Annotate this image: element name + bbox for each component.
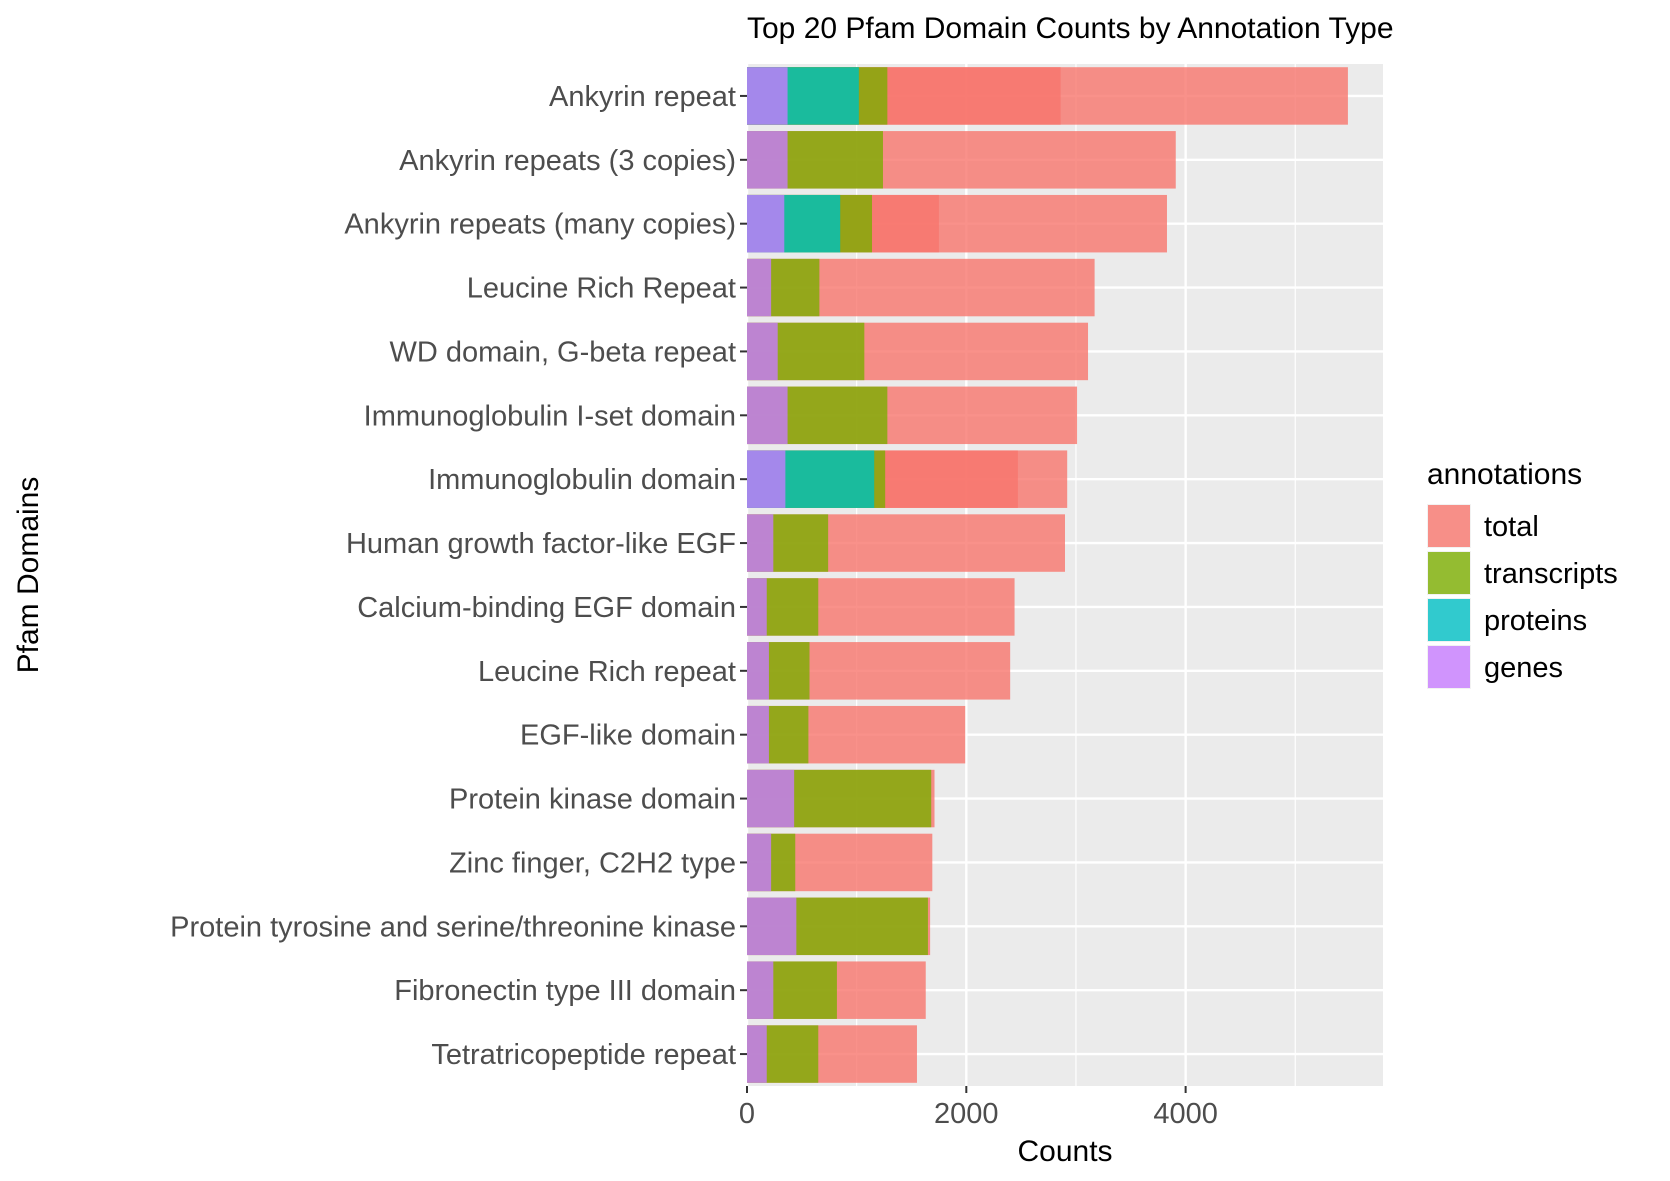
bar-genes bbox=[747, 578, 767, 636]
legend-label-transcripts: transcripts bbox=[1484, 558, 1618, 590]
y-tick-label: Human growth factor-like EGF bbox=[346, 528, 736, 560]
x-axis-title: Counts bbox=[1017, 1135, 1112, 1168]
legend-key-transcripts bbox=[1428, 552, 1470, 594]
bars-layer bbox=[747, 67, 1348, 1083]
y-tick-label: Protein kinase domain bbox=[449, 784, 736, 816]
y-tick-label: Ankyrin repeat bbox=[549, 81, 736, 113]
x-tick-label: 2000 bbox=[934, 1098, 999, 1130]
y-tick-label: Tetratricopeptide repeat bbox=[431, 1039, 736, 1071]
y-tick-label: Leucine Rich Repeat bbox=[467, 273, 736, 305]
bar-genes bbox=[747, 961, 774, 1019]
y-tick-label: Protein tyrosine and serine/threonine ki… bbox=[170, 911, 736, 943]
bar-genes bbox=[747, 258, 772, 317]
legend-label-genes: genes bbox=[1484, 652, 1563, 684]
legend-label-proteins: proteins bbox=[1484, 605, 1587, 637]
bar-genes bbox=[747, 322, 778, 381]
y-tick-label: EGF-like domain bbox=[520, 720, 736, 752]
y-tick-label: WD domain, G-beta repeat bbox=[389, 336, 736, 368]
bar-genes bbox=[747, 386, 788, 445]
y-tick-label: Ankyrin repeats (3 copies) bbox=[399, 145, 736, 177]
legend-key-total bbox=[1428, 505, 1470, 547]
bar-genes bbox=[747, 131, 788, 189]
bar-genes bbox=[747, 642, 769, 700]
y-tick-label: Leucine Rich repeat bbox=[478, 656, 736, 688]
bar-genes bbox=[747, 705, 769, 764]
legend-key-genes bbox=[1428, 646, 1470, 688]
bar-genes bbox=[747, 769, 795, 828]
legend: annotations total transcripts proteins gene… bbox=[1427, 458, 1618, 689]
x-tick-label: 4000 bbox=[1153, 1098, 1218, 1130]
bar-genes bbox=[747, 450, 786, 508]
chart-title: Top 20 Pfam Domain Counts by Annotation … bbox=[747, 12, 1394, 45]
x-axis: 0 2000 4000 bbox=[739, 1086, 1218, 1130]
y-tick-label: Ankyrin repeats (many copies) bbox=[344, 209, 736, 241]
y-tick-label: Zinc finger, C2H2 type bbox=[449, 847, 736, 879]
legend-label-total: total bbox=[1484, 511, 1539, 543]
legend-title: annotations bbox=[1427, 458, 1582, 491]
y-tick-label: Fibronectin type III domain bbox=[394, 975, 736, 1007]
x-tick-label: 0 bbox=[739, 1098, 755, 1130]
bar-genes bbox=[747, 67, 788, 125]
y-tick-label: Immunoglobulin domain bbox=[428, 464, 736, 496]
y-tick-label: Calcium-binding EGF domain bbox=[357, 592, 736, 624]
bar-genes bbox=[747, 514, 774, 572]
bar-genes bbox=[747, 897, 797, 956]
y-axis-title: Pfam Domains bbox=[12, 477, 45, 674]
bar-genes bbox=[747, 194, 785, 253]
y-axis: Ankyrin repeat Ankyrin repeats (3 copies)… bbox=[170, 81, 747, 1071]
bar-genes bbox=[747, 1025, 767, 1083]
y-tick-label: Immunoglobulin I-set domain bbox=[364, 400, 736, 432]
legend-key-proteins bbox=[1428, 599, 1470, 641]
bar-genes bbox=[747, 833, 772, 892]
